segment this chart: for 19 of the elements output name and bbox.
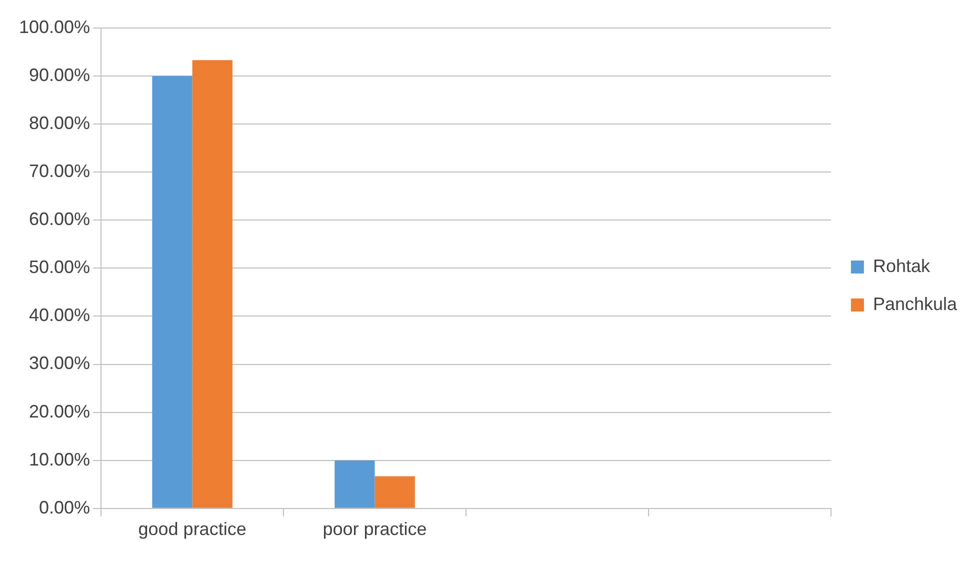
y-tick-label: 50.00% xyxy=(28,257,90,278)
y-tick-label: 80.00% xyxy=(28,113,90,134)
y-tick-label: 10.00% xyxy=(28,449,90,470)
y-tick-label: 30.00% xyxy=(28,353,90,374)
x-tick-label: good practice xyxy=(138,519,246,540)
bar xyxy=(334,460,375,508)
y-tick-label: 40.00% xyxy=(28,305,90,326)
x-tick-label: poor practice xyxy=(322,519,427,540)
bar xyxy=(152,76,192,508)
bar xyxy=(192,60,232,508)
y-tick-label: 90.00% xyxy=(28,65,90,86)
bar xyxy=(374,476,415,508)
y-tick-label: 0.00% xyxy=(39,497,90,518)
legend-label: Rohtak xyxy=(872,256,931,276)
y-tick-label: 20.00% xyxy=(28,401,90,422)
y-tick-label: 70.00% xyxy=(28,161,90,182)
y-tick-label: 100.00% xyxy=(18,16,90,37)
legend-label: Panchkula xyxy=(872,294,958,314)
y-tick-label: 60.00% xyxy=(28,209,90,230)
